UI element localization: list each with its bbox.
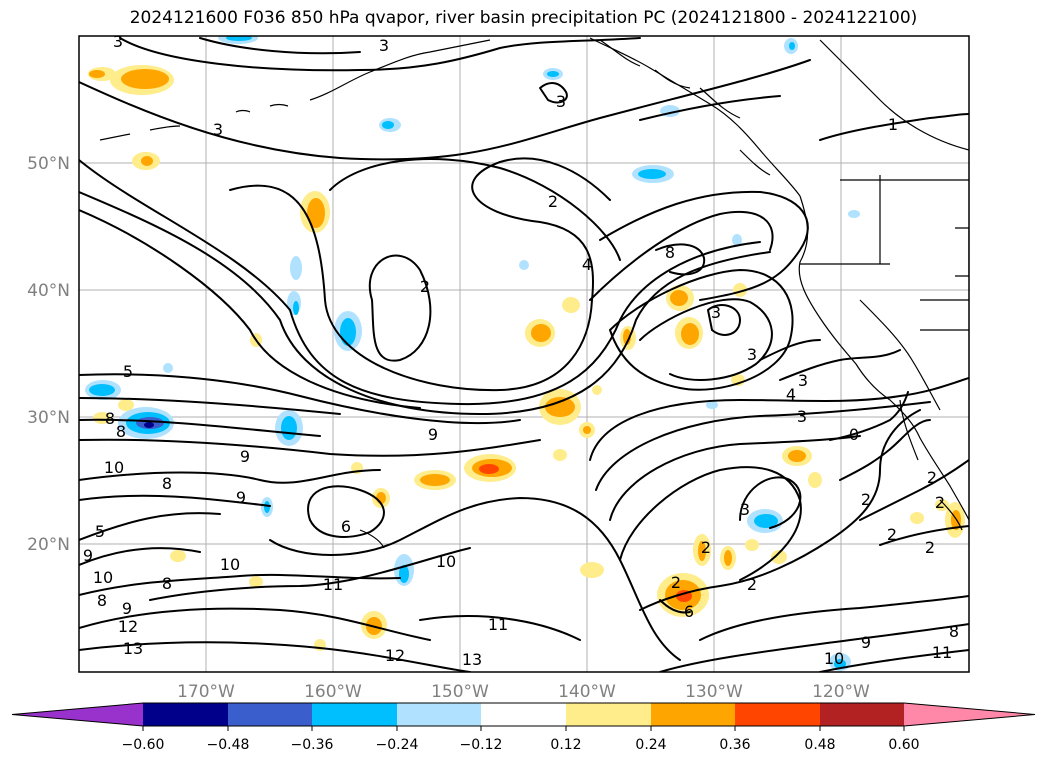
contour-label: 2 <box>927 468 937 487</box>
contour-label: 10 <box>220 555 240 574</box>
contour-label: 10 <box>104 458 124 477</box>
colorbar-tick-label: 0.48 <box>804 737 835 753</box>
contour-label: 2 <box>861 490 871 509</box>
colorbar-tick-label: −0.24 <box>376 737 419 753</box>
contour-label: 3 <box>113 32 123 51</box>
contour-label: 11 <box>932 643 952 662</box>
contour-label: 2 <box>925 538 935 557</box>
lon-label: 160°W <box>304 682 362 702</box>
colorbar-tick-label: −0.48 <box>207 737 250 753</box>
contour-label: 3 <box>747 345 757 364</box>
contour-label: 8 <box>97 591 107 610</box>
coastlines <box>99 37 969 549</box>
contour-label: 9 <box>83 546 93 565</box>
contour-label: 8 <box>105 409 115 428</box>
contour-label: 3 <box>556 92 566 111</box>
colorbar-tick-label: −0.60 <box>122 737 165 753</box>
contour-label: 2 <box>701 538 711 557</box>
contour-label: 12 <box>385 646 405 665</box>
contour-label: 9 <box>236 488 246 507</box>
contour-label: 10 <box>93 568 113 587</box>
lat-label: 20°N <box>27 535 70 555</box>
contour-label: 3 <box>797 407 807 426</box>
contour-label: 10 <box>824 649 844 668</box>
contour-label: 8 <box>949 622 959 641</box>
lon-label: 120°W <box>812 682 870 702</box>
map-frame <box>78 35 970 673</box>
colorbar-tick-label: 0.12 <box>550 737 581 753</box>
contour-label: 2 <box>420 277 430 296</box>
contour-label: 3 <box>711 303 721 322</box>
colorbar-segment <box>228 703 312 726</box>
colorbar-tick-label: 0.60 <box>888 737 919 753</box>
contour-label: 5 <box>123 362 133 381</box>
contour-label: 2 <box>747 575 757 594</box>
contour-label: 6 <box>341 517 351 536</box>
colorbar-tick-label: 0.36 <box>719 737 750 753</box>
contour-label: 13 <box>462 650 482 669</box>
colorbar-segment <box>481 703 566 726</box>
contour-label: 8 <box>162 474 172 493</box>
latitude-labels: 50°N 40°N 30°N 20°N <box>27 154 70 555</box>
contour-label: 5 <box>95 522 105 541</box>
contour-label: 8 <box>665 243 675 262</box>
contour-label: 2 <box>671 573 681 592</box>
colorbar-extend-max <box>904 703 1035 726</box>
contour-label: 4 <box>786 385 796 404</box>
lat-label: 30°N <box>27 408 70 428</box>
contour-label: 6 <box>684 602 694 621</box>
colorbar-segment <box>735 703 820 726</box>
contour-label: 3 <box>379 36 389 55</box>
contour-label: 8 <box>116 422 126 441</box>
colorbar-segment <box>143 703 228 726</box>
contour-label-group: 3 3 3 3 1 2 2 4 8 3 3 3 4 3 0 5 8 8 10 9… <box>83 32 959 669</box>
contour-label: 11 <box>323 575 343 594</box>
colorbar-segment <box>397 703 481 726</box>
colorbar-tick-label: −0.36 <box>291 737 334 753</box>
colorbar-segment <box>312 703 397 726</box>
contour-label: 9 <box>861 633 871 652</box>
qvapor-contours <box>79 37 969 672</box>
contour-label: 10 <box>436 552 456 571</box>
contour-label: 4 <box>582 255 592 274</box>
lon-label: 150°W <box>431 682 489 702</box>
colorbar-tick-label: −0.12 <box>460 737 503 753</box>
colorbar: −0.60 −0.48 −0.36 −0.24 −0.12 0.12 0.24 … <box>11 702 1036 753</box>
lon-label: 170°W <box>177 682 235 702</box>
graticule <box>79 36 969 672</box>
colorbar-segment <box>566 703 651 726</box>
contour-label: 2 <box>887 525 897 544</box>
contour-label: 2 <box>548 192 558 211</box>
contour-label: 13 <box>123 639 143 658</box>
map-title: 2024121600 F036 850 hPa qvapor, river ba… <box>129 8 918 28</box>
lat-label: 50°N <box>27 154 70 174</box>
contour-label: 1 <box>888 115 898 134</box>
map-panel <box>79 36 969 672</box>
contour-label: 3 <box>798 371 808 390</box>
colorbar-tick-label: 0.24 <box>635 737 666 753</box>
lon-label: 130°W <box>685 682 743 702</box>
contour-label: 9 <box>122 599 132 618</box>
lon-label: 140°W <box>558 682 616 702</box>
contour-label: 9 <box>240 447 250 466</box>
lat-label: 40°N <box>27 281 70 301</box>
contour-label: 3 <box>213 120 223 139</box>
colorbar-segment <box>820 703 904 726</box>
colorbar-segment <box>651 703 735 726</box>
contour-label: 12 <box>118 617 138 636</box>
contour-label: 8 <box>162 574 172 593</box>
longitude-labels: 170°W 160°W 150°W 140°W 130°W 120°W <box>177 682 870 702</box>
colorbar-extend-min <box>12 703 143 726</box>
contour-label: 11 <box>488 615 508 634</box>
contour-label: 0 <box>849 425 859 444</box>
contour-label: 9 <box>428 425 438 444</box>
contour-label: 2 <box>935 493 945 512</box>
contour-label: 3 <box>740 500 750 519</box>
